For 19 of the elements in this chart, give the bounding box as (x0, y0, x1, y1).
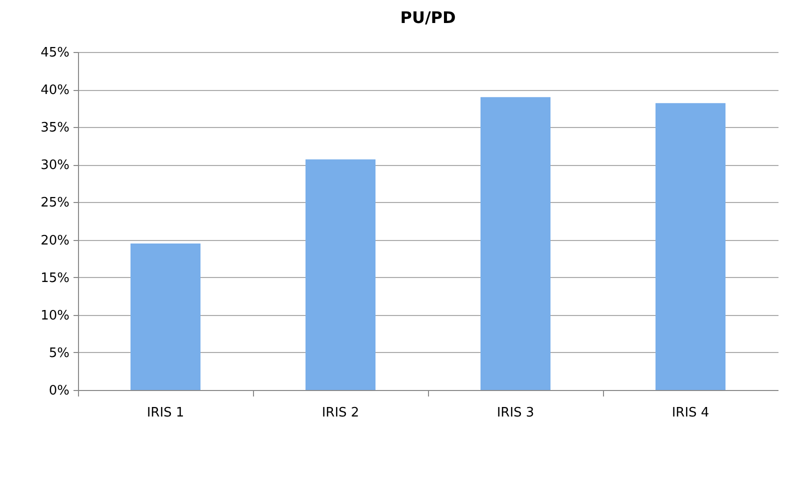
y-tick-label: 45% (40, 46, 70, 60)
y-tick-label: 35% (40, 120, 70, 136)
x-tick-label: IRIS 3 (496, 406, 534, 420)
x-tick-label: IRIS 1 (146, 406, 184, 420)
y-tick-label: 40% (40, 83, 70, 98)
y-tick-label: 30% (40, 158, 70, 174)
bar (480, 97, 550, 390)
bar (130, 244, 200, 390)
x-tick-label: IRIS 2 (322, 406, 360, 420)
y-tick-label: 10% (40, 308, 70, 324)
bar (306, 159, 376, 390)
y-tick-label: 5% (48, 346, 70, 361)
y-tick-label: 15% (40, 270, 70, 286)
y-tick-label: 25% (40, 196, 70, 211)
y-tick-label: 20% (40, 233, 70, 248)
bar (656, 103, 726, 390)
x-tick-label: IRIS 4 (672, 406, 710, 420)
chart-title: PU/PD (400, 8, 456, 27)
y-tick-label: 0% (48, 384, 70, 398)
